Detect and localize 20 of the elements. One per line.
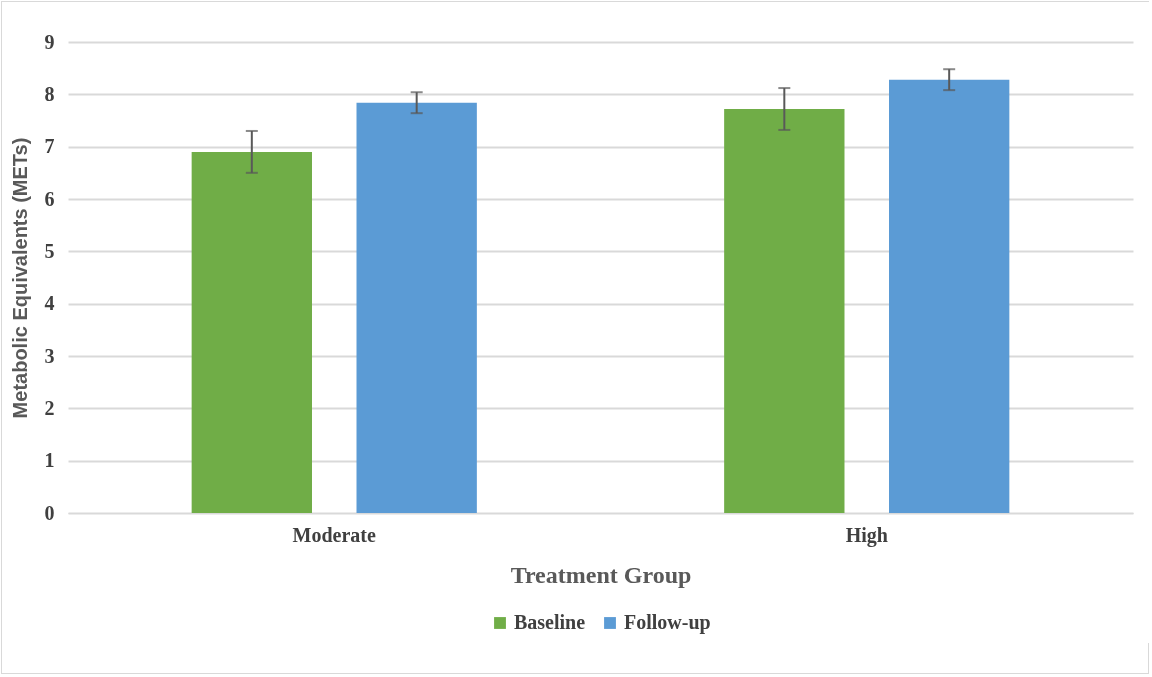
y-axis-title: Metabolic Equivalents (METs)	[8, 137, 31, 419]
y-tick-label: 3	[44, 344, 55, 367]
bar	[889, 79, 1010, 513]
y-tick-label: 1	[44, 449, 55, 472]
y-tick-label: 8	[44, 82, 55, 105]
bar	[356, 102, 477, 513]
y-tick-label: 2	[44, 396, 55, 419]
x-tick-label: Moderate	[292, 523, 377, 546]
y-tick-label: 5	[44, 239, 55, 262]
y-tick-label: 9	[44, 30, 55, 53]
bar	[191, 151, 312, 513]
y-tick-label: 7	[44, 135, 55, 158]
x-tick-label: High	[845, 523, 888, 547]
legend-label: Follow-up	[624, 611, 711, 634]
y-tick-label: 6	[44, 187, 55, 210]
y-tick-label: 4	[44, 292, 55, 315]
y-tick-label: 0	[44, 501, 55, 524]
legend-label: Baseline	[514, 611, 586, 633]
x-axis-title: Treatment Group	[510, 561, 692, 588]
bar	[724, 108, 845, 513]
